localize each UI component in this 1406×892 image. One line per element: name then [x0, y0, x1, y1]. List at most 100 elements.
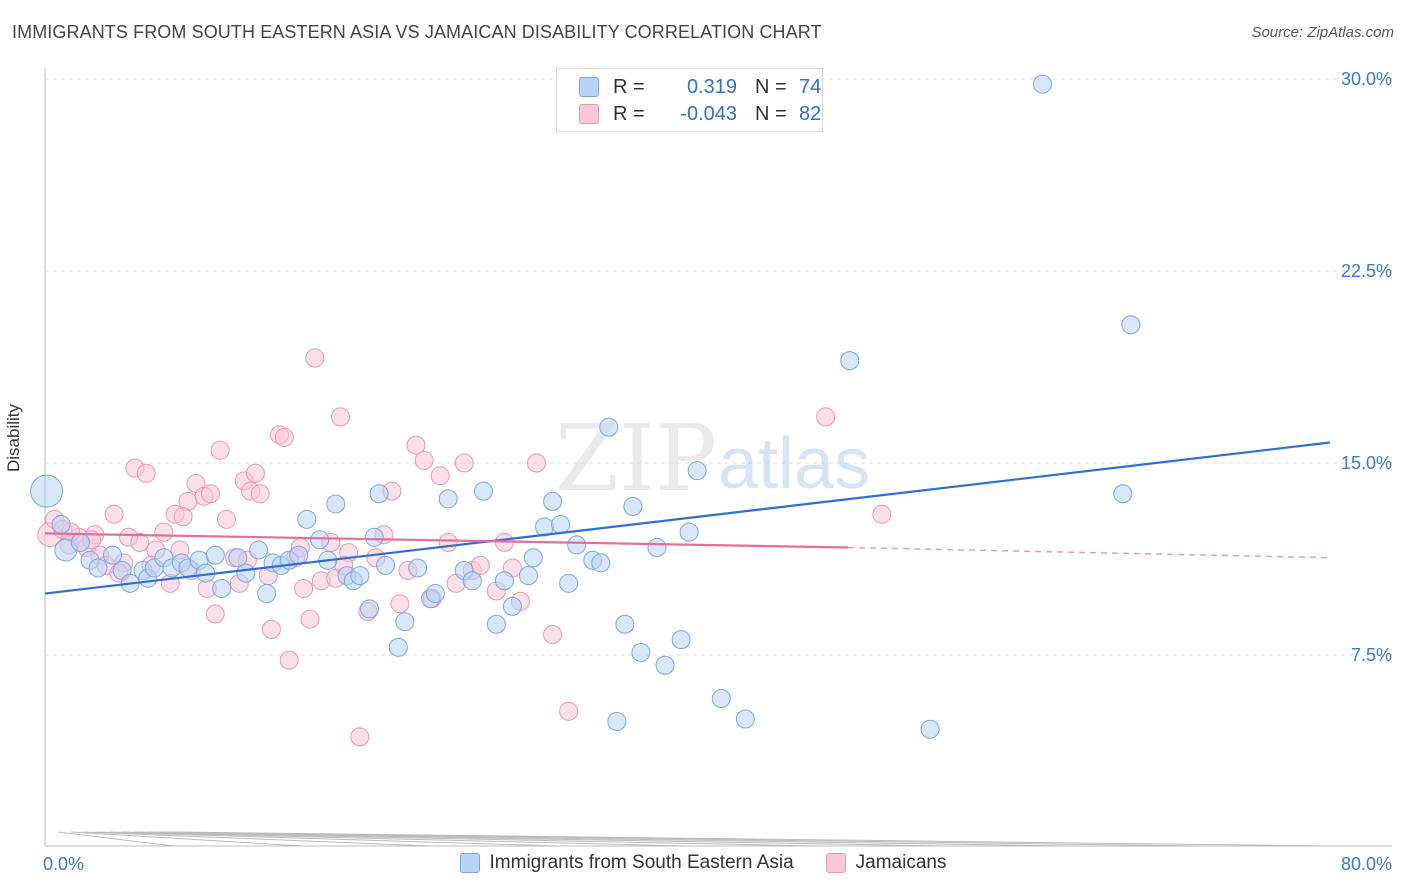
n-value-pink: 82: [799, 102, 822, 125]
jamaicans-point: [173, 507, 193, 527]
jamaicans-point: [279, 650, 299, 670]
pink-swatch-icon: [825, 853, 846, 873]
immigrants-point: [408, 558, 428, 578]
immigrants-point: [1121, 315, 1141, 335]
legend-item-jamaicans[interactable]: Jamaicans: [825, 852, 947, 874]
immigrants-point: [102, 545, 122, 565]
immigrants-point: [567, 535, 587, 555]
immigrants-point: [591, 553, 611, 573]
jamaicans-point: [872, 504, 892, 524]
immigrants-point: [425, 584, 445, 604]
immigrants-point: [236, 563, 256, 583]
immigrants-point: [205, 545, 225, 565]
immigrants-point: [671, 630, 691, 650]
x-tick-label: 0.0%: [43, 854, 84, 874]
immigrants-point: [359, 599, 379, 619]
immigrants-point: [350, 566, 370, 586]
immigrants-point: [395, 612, 415, 632]
blue-swatch-icon: [459, 853, 480, 873]
immigrants-point: [474, 481, 494, 501]
series-jamaicans: [37, 348, 892, 747]
jamaicans-point: [205, 604, 225, 624]
x-tick-mark: [96, 831, 560, 847]
immigrants-point: [607, 712, 627, 732]
jamaicans-point: [414, 450, 434, 470]
immigrants-point: [523, 548, 543, 568]
legend-row-blue: R = 0.319 N = 74: [579, 75, 821, 99]
x-tick-mark: [173, 831, 1331, 847]
y-axis-label: Disability: [4, 403, 23, 472]
jamaicans-point: [438, 532, 458, 552]
trend-lines: [44, 441, 1331, 595]
axes: [44, 68, 1392, 847]
y-tick-label: 22.5%: [1341, 261, 1392, 281]
immigrants-point: [631, 642, 651, 662]
jamaicans-point: [136, 463, 156, 483]
jamaicans-point: [217, 509, 237, 529]
immigrants-point: [840, 351, 860, 371]
jamaicans-point: [350, 727, 370, 747]
jamaicans-point: [274, 427, 294, 447]
jamaicans-point: [543, 625, 563, 645]
jamaicans-point: [130, 532, 150, 552]
n-label: N =: [755, 102, 787, 125]
gridlines: [45, 78, 1392, 656]
correlation-legend: R = 0.319 N = 74 R = -0.043 N = 82: [556, 68, 823, 132]
r-label: R =: [613, 75, 645, 98]
immigrants-point: [462, 571, 482, 591]
immigrants-point: [388, 637, 408, 657]
immigrants-point: [711, 689, 731, 709]
n-label: N =: [755, 75, 787, 98]
immigrants-point: [376, 555, 396, 575]
watermark-atlas: atlas: [718, 424, 870, 504]
immigrants-point: [559, 573, 579, 593]
y-tick-label: 15.0%: [1341, 453, 1392, 473]
jamaicans-point: [527, 453, 547, 473]
immigrants-point: [369, 484, 389, 504]
jamaicans-point: [250, 484, 270, 504]
immigrants-point: [438, 489, 458, 509]
trend-line-jamaicans-extension: [848, 546, 1331, 559]
immigrants-point: [687, 461, 707, 481]
immigrants-point: [615, 614, 635, 634]
jamaicans-point: [331, 407, 351, 427]
jamaicans-point: [454, 453, 474, 473]
legend-label-jamaicans: Jamaicans: [855, 852, 947, 873]
immigrants-point: [920, 719, 940, 739]
trend-line-immigrants: [44, 441, 1331, 595]
x-tick-mark: [70, 831, 303, 847]
chart-title: IMMIGRANTS FROM SOUTH EASTERN ASIA VS JA…: [12, 22, 822, 42]
tick-labels: 7.5% 15.0% 22.5% 30.0% 0.0% 80.0%: [43, 69, 1392, 874]
watermark: ZIP atlas: [555, 405, 870, 512]
y-tick-label: 7.5%: [1351, 645, 1392, 665]
immigrants-point: [647, 537, 667, 557]
n-value-blue: 74: [799, 75, 822, 98]
immigrants-point: [30, 474, 64, 508]
immigrants-point: [326, 494, 346, 514]
immigrants-point: [51, 514, 71, 534]
x-tick-mark: [83, 831, 431, 847]
series-immigrants-se-asia: [30, 74, 1141, 739]
legend-item-immigrants[interactable]: Immigrants from South Eastern Asia: [459, 852, 794, 874]
jamaicans-point: [245, 463, 265, 483]
immigrants-point: [679, 522, 699, 542]
jamaicans-point: [300, 609, 320, 629]
immigrants-point: [494, 571, 514, 591]
immigrants-point: [518, 566, 538, 586]
jamaicans-point: [210, 440, 230, 460]
trend-line-jamaicans: [44, 532, 849, 549]
jamaicans-point: [294, 578, 314, 598]
jamaicans-point: [200, 484, 220, 504]
immigrants-point: [623, 497, 643, 517]
immigrants-point: [228, 548, 248, 568]
x-tick-mark: [122, 831, 817, 847]
immigrants-point: [655, 655, 675, 675]
y-tick-label: 30.0%: [1341, 69, 1392, 89]
r-value-blue: 0.319: [686, 75, 737, 98]
immigrants-point: [543, 491, 563, 511]
immigrants-point: [297, 509, 317, 529]
immigrants-point: [486, 614, 506, 634]
immigrants-point: [599, 417, 619, 437]
x-tick-mark: [109, 831, 688, 847]
